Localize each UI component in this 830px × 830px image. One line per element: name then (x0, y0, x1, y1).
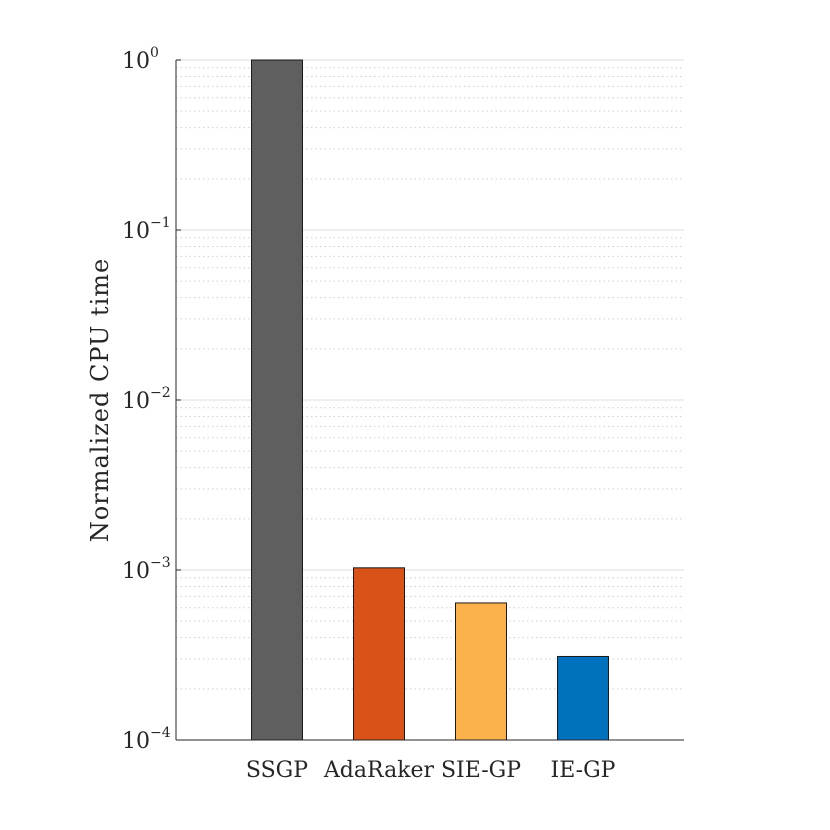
y-tick-label: 10−4 (122, 725, 171, 754)
x-tick-label: IE-GP (551, 758, 616, 783)
y-tick-label: 10−3 (122, 555, 171, 584)
axes (175, 59, 684, 741)
bar-ssgp (251, 59, 303, 741)
y-tick-label: 100 (122, 45, 159, 74)
bar-ie-gp (557, 655, 609, 741)
bar-adaraker (353, 567, 405, 741)
bar-sie-gp (455, 602, 507, 741)
x-tick-labels: SSGP AdaRaker SIE-GP IE-GP (246, 758, 616, 783)
x-tick-label: SSGP (246, 758, 308, 783)
y-tick-label: 10−2 (122, 385, 171, 414)
y-tick-labels: 100 10−1 10−2 10−3 10−4 (122, 45, 171, 754)
y-tick-label: 10−1 (122, 215, 171, 244)
x-tick-label: AdaRaker (323, 758, 435, 783)
x-tick-label: SIE-GP (441, 758, 521, 783)
bars (251, 59, 609, 741)
y-axis-label: Normalized CPU time (86, 258, 114, 542)
